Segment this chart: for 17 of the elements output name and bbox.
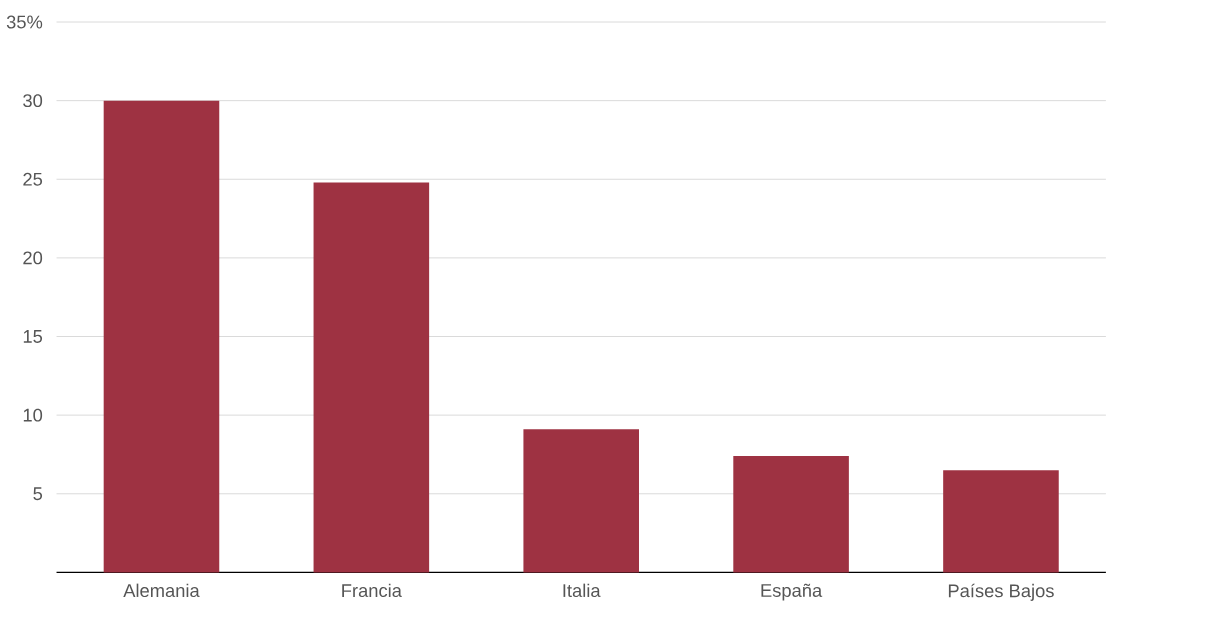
y-tick-label: 25 — [23, 172, 43, 186]
bar — [943, 470, 1059, 573]
x-tick-label: España — [761, 583, 823, 601]
bar — [313, 182, 430, 573]
x-tick-label: Países Bajos — [948, 583, 1054, 601]
bar — [103, 100, 220, 573]
y-tick-label: 20 — [23, 251, 43, 265]
bar — [523, 429, 639, 573]
y-tick-label: 5 — [33, 487, 43, 501]
y-tick-label: 35% — [6, 15, 43, 29]
bar — [733, 456, 849, 573]
y-tick-label: 30 — [23, 94, 43, 108]
x-tick-label: Alemania — [123, 583, 200, 598]
y-tick-label: 10 — [23, 408, 43, 422]
y-tick-label: 15 — [23, 330, 43, 343]
x-tick-label: Francia — [342, 583, 402, 598]
x-tick-label: Italia — [563, 583, 601, 598]
